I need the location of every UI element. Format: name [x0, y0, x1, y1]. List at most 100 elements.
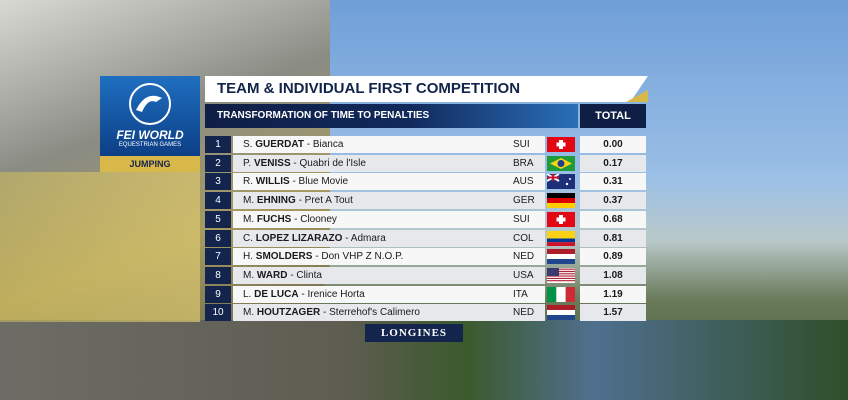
subtitle: TRANSFORMATION OF TIME TO PENALTIES — [205, 104, 578, 128]
horse-name: - Blue Movie — [292, 176, 349, 188]
country: BRA — [513, 157, 534, 169]
logo-brand: FEI WORLD — [116, 128, 184, 142]
rider-initial: M. — [243, 269, 255, 281]
rank: 9 — [205, 285, 231, 303]
flag — [547, 155, 575, 171]
rider-surname: VENISS — [253, 157, 291, 169]
rider-surname: GUERDAT — [255, 139, 304, 150]
result-row: 1 S. GUERDAT - Bianca SUI 0.00 — [205, 136, 646, 153]
horse-name: - Sterrehof's Calimero — [323, 307, 420, 319]
logo-emblem — [129, 83, 171, 125]
flag — [547, 230, 575, 246]
result-row: 6 C. LOPEZ LIZARAZO - Admara COL 0.81 — [205, 229, 646, 247]
rider-cell: R. WILLIS - Blue Movie — [233, 173, 545, 191]
rank: 3 — [205, 173, 231, 191]
rider-initial: M. — [243, 307, 255, 319]
rider-initial: S. — [243, 139, 253, 150]
total: 0.37 — [580, 192, 646, 210]
rank: 4 — [205, 192, 231, 210]
rider-cell: M. EHNING - Pret A Tout — [233, 192, 545, 210]
rider-surname: WILLIS — [255, 176, 290, 188]
rider-surname: HOUTZAGER — [256, 307, 321, 319]
flag — [547, 137, 575, 152]
rider-surname: EHNING — [256, 195, 296, 207]
flag — [547, 193, 575, 209]
rider-surname: WARD — [256, 269, 288, 281]
flag — [547, 305, 575, 321]
horse-name: - Clooney — [294, 213, 337, 225]
country: USA — [513, 269, 534, 281]
rider-cell: M. HOUTZAGER - Sterrehof's Calimero — [233, 304, 545, 322]
rider-initial: H. — [243, 251, 253, 263]
rider-cell: H. SMOLDERS - Don VHP Z N.O.P. — [233, 248, 545, 266]
horse-name: - Bianca — [306, 139, 344, 150]
total: 0.31 — [580, 173, 646, 191]
result-row: 8 M. WARD - Clinta USA 1.08 — [205, 266, 646, 284]
total: 0.68 — [580, 210, 646, 228]
country: NED — [513, 307, 535, 319]
sponsor: LONGINES — [365, 324, 463, 342]
rider-initial: C. — [243, 232, 253, 244]
rider-cell: M. WARD - Clinta — [233, 266, 545, 284]
total: 1.57 — [580, 304, 646, 322]
horse-name: - Don VHP Z N.O.P. — [315, 251, 404, 263]
rank: 10 — [205, 304, 231, 322]
result-row: 2 P. VENISS - Quabri de l'Isle BRA 0.17 — [205, 154, 646, 172]
flag — [547, 286, 575, 302]
total: 0.89 — [580, 248, 646, 266]
horse-name: - Clinta — [290, 269, 322, 281]
horse-name: - Irenice Horta — [301, 288, 365, 300]
rank: 6 — [205, 229, 231, 247]
result-row: 9 L. DE LUCA - Irenice Horta ITA 1.19 — [205, 285, 646, 303]
total: 0.17 — [580, 154, 646, 172]
rank: 5 — [205, 210, 231, 228]
country: COL — [513, 232, 534, 244]
result-row: 5 M. FUCHS - Clooney SUI 0.68 — [205, 210, 646, 228]
title: TEAM & INDIVIDUAL FIRST COMPETITION — [205, 76, 648, 102]
country: AUS — [513, 176, 534, 188]
rider-surname: LOPEZ LIZARAZO — [255, 232, 343, 244]
rider-surname: SMOLDERS — [255, 251, 313, 263]
rank: 2 — [205, 154, 231, 172]
country: SUI — [513, 213, 530, 225]
gold-overlay — [0, 172, 200, 322]
discipline: JUMPING — [100, 156, 200, 172]
rider-initial: P. — [243, 157, 252, 169]
rider-surname: DE LUCA — [254, 288, 299, 300]
flag — [547, 211, 575, 227]
rank: 7 — [205, 248, 231, 266]
horse-name: - Admara — [345, 232, 386, 244]
result-row: 4 M. EHNING - Pret A Tout GER 0.37 — [205, 192, 646, 210]
rider-cell: P. VENISS - Quabri de l'Isle — [233, 154, 545, 172]
rider-cell: M. FUCHS - Clooney — [233, 210, 545, 228]
country: NED — [513, 251, 535, 263]
country: GER — [513, 195, 535, 207]
rank: 8 — [205, 266, 231, 284]
total: 0.81 — [580, 229, 646, 247]
result-row: 3 R. WILLIS - Blue Movie AUS 0.31 — [205, 173, 646, 191]
result-row: 10 M. HOUTZAGER - Sterrehof's Calimero NED… — [205, 304, 646, 322]
flag — [547, 249, 575, 265]
total: 1.08 — [580, 266, 646, 284]
total: 0.00 — [580, 136, 646, 153]
result-row: 7 H. SMOLDERS - Don VHP Z N.O.P. NED 0.89 — [205, 248, 646, 266]
horse-name: - Pret A Tout — [298, 195, 353, 207]
rider-cell: C. LOPEZ LIZARAZO - Admara — [233, 229, 545, 247]
flag — [547, 267, 575, 283]
rider-surname: FUCHS — [256, 213, 292, 225]
rider-cell: L. DE LUCA - Irenice Horta — [233, 285, 545, 303]
country: SUI — [513, 139, 530, 150]
rider-initial: M. — [243, 213, 255, 225]
total: 1.19 — [580, 285, 646, 303]
rider-initial: L. — [243, 288, 252, 300]
total-header: TOTAL — [580, 104, 646, 128]
logo-subtitle: EQUESTRIAN GAMES — [118, 142, 182, 148]
horse-name: - Quabri de l'Isle — [293, 157, 366, 169]
rider-initial: R. — [243, 176, 253, 188]
rider-cell: S. GUERDAT - Bianca — [233, 136, 545, 153]
country: ITA — [513, 288, 528, 300]
rank: 1 — [205, 136, 231, 153]
rider-initial: M. — [243, 195, 255, 207]
logo: FEI WORLD EQUESTRIAN GAMES — [100, 76, 200, 156]
